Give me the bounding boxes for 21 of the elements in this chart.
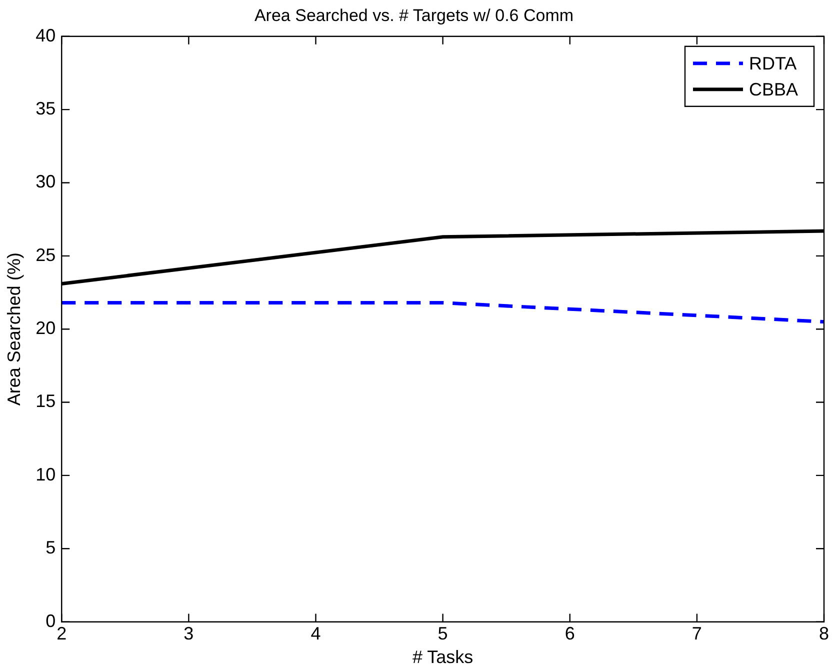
x-tick-label: 2 [56, 624, 67, 644]
y-tick-label: 40 [36, 25, 56, 46]
y-tick-label: 0 [46, 610, 56, 631]
y-tick-label: 20 [36, 318, 56, 338]
x-tick-label: 5 [438, 624, 448, 644]
legend-label: CBBA [748, 79, 798, 100]
x-tick-label: 3 [184, 624, 194, 644]
x-tick-label: 7 [692, 624, 702, 644]
x-tick-label: 6 [564, 624, 575, 644]
y-tick-label: 25 [36, 244, 56, 265]
y-tick-label: 35 [36, 98, 56, 119]
y-tick-label: 15 [36, 391, 56, 412]
x-axis-title: # Tasks [412, 647, 474, 668]
legend-label: RDTA [748, 53, 797, 74]
y-axis-title: Area Searched (%) [4, 252, 24, 406]
y-tick-label: 10 [36, 464, 56, 484]
y-tick-label: 5 [46, 538, 56, 558]
y-tick-label: 30 [36, 172, 56, 192]
x-tick-label: 4 [310, 624, 321, 644]
chart-title: Area Searched vs. # Targets w/ 0.6 Comm [254, 6, 574, 25]
x-tick-label: 8 [818, 624, 830, 644]
